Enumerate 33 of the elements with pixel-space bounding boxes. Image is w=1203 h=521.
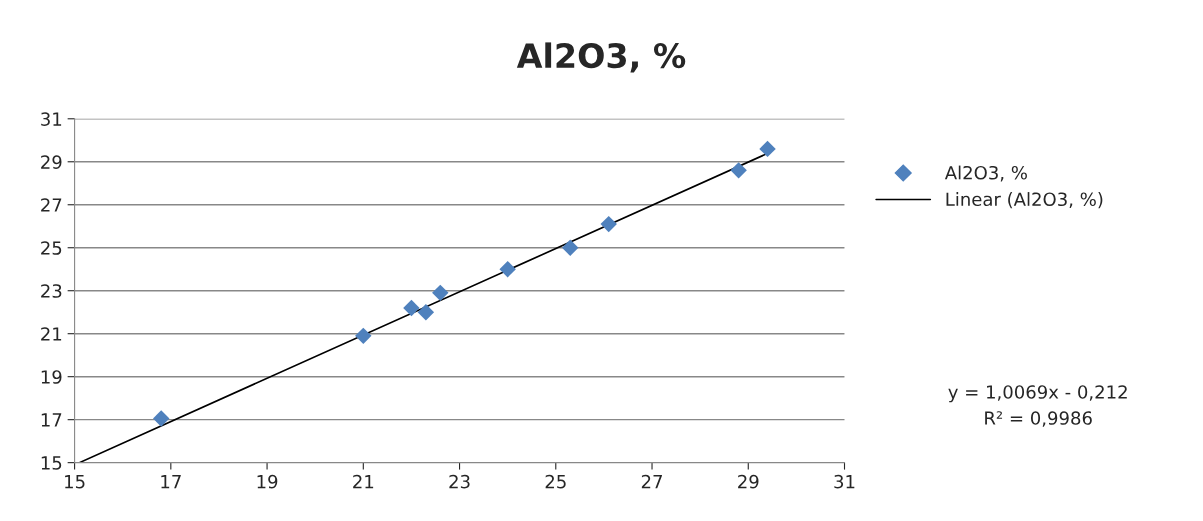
y-tick-label: 31 [41, 112, 62, 126]
point [403, 299, 420, 317]
point [417, 303, 435, 321]
chart-title: Al2O3, % [516, 42, 686, 73]
legend-label: Linear (Al2O3, %) [946, 192, 1103, 209]
point [432, 284, 449, 302]
x-tick-label: 23 [449, 474, 470, 489]
point [499, 261, 516, 278]
x-tick-label: 31 [834, 474, 855, 489]
x-tick-label: 15 [65, 475, 85, 489]
point [730, 162, 747, 179]
x-tick-label: 21 [353, 474, 374, 489]
y-tick-label: 21 [41, 327, 62, 341]
x-tick-label: 19 [257, 474, 278, 489]
point [759, 140, 776, 158]
y-tick-label: 25 [41, 241, 62, 255]
x-tick-label: 25 [545, 474, 566, 489]
point [152, 410, 170, 427]
y-tick-label: 23 [41, 284, 62, 298]
x-tick-label: 29 [738, 474, 759, 489]
y-tick-label: 15 [41, 456, 62, 470]
y-tick-label: 19 [41, 370, 62, 384]
point [355, 327, 372, 345]
point [562, 239, 579, 256]
point [600, 215, 617, 233]
text: R² = 0,9986 [985, 411, 1092, 427]
text: y = 1,0069x - 0,212 [948, 385, 1127, 403]
legend-label: Al2O3, % [944, 165, 1027, 182]
x-tick-label: 17 [161, 475, 181, 489]
y-tick-label: 17 [41, 413, 62, 427]
y-tick-label: 27 [41, 198, 62, 212]
y-tick-label: 29 [41, 155, 62, 169]
x-tick-label: 27 [641, 474, 662, 489]
